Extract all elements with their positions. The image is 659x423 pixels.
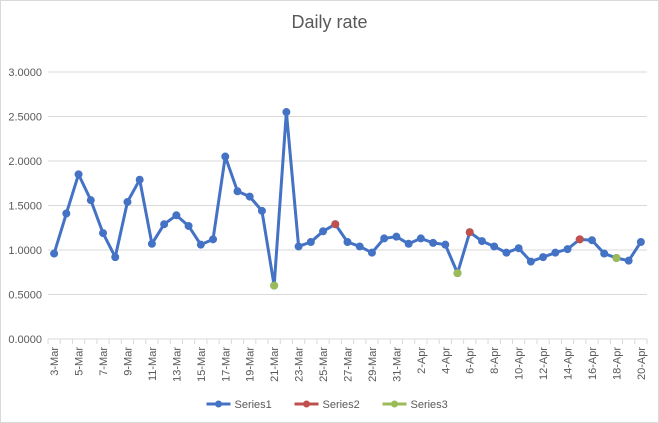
data-point-series2 (465, 228, 474, 237)
data-point-series1 (86, 196, 95, 205)
data-point-series1 (99, 229, 108, 238)
legend-marker-series2 (303, 400, 310, 408)
x-tick-label: 2-Apr (416, 347, 428, 374)
data-point-series1 (209, 235, 218, 244)
y-tick-label: 1.5000 (8, 201, 42, 213)
y-tick-label: 2.0000 (8, 156, 42, 168)
data-point-series3 (453, 269, 462, 278)
x-tick-label: 18-Apr (611, 347, 623, 380)
data-point-series1 (111, 253, 120, 262)
x-tick-label: 20-Apr (636, 347, 648, 380)
data-point-series1 (600, 249, 609, 258)
y-tick-label: 2.5000 (8, 112, 42, 124)
series-line-series1 (52, 110, 643, 288)
data-point-series1 (257, 206, 266, 215)
data-point-series1 (221, 152, 230, 161)
data-point-series1 (294, 242, 303, 251)
x-tick-label: 19-Mar (245, 347, 257, 382)
data-point-series1 (380, 234, 389, 243)
data-point-series1 (343, 237, 352, 246)
data-point-series1 (441, 240, 450, 249)
data-point-series1 (184, 221, 193, 230)
x-tick-label: 4-Apr (440, 347, 452, 374)
data-point-series1 (539, 253, 548, 262)
data-point-series1 (319, 227, 328, 236)
data-point-series1 (514, 244, 523, 253)
x-tick-label: 29-Mar (367, 347, 379, 382)
data-point-series3 (612, 254, 621, 263)
x-tick-label: 25-Mar (318, 347, 330, 382)
data-point-series1 (172, 211, 181, 220)
legend-marker-series1 (215, 400, 222, 408)
data-point-series1 (306, 237, 315, 246)
data-point-series1 (74, 170, 83, 179)
data-point-series1 (282, 108, 291, 117)
x-tick-label: 11-Mar (147, 347, 159, 381)
data-point-series1 (196, 240, 205, 249)
x-tick-label: 7-Mar (98, 347, 110, 376)
data-point-series2 (575, 235, 584, 244)
x-tick-label: 10-Apr (514, 347, 526, 380)
x-tick-label: 21-Mar (269, 347, 281, 382)
data-point-series1 (392, 232, 401, 241)
x-tick-label: 6-Apr (465, 347, 477, 374)
data-point-series1 (62, 209, 71, 218)
data-point-series1 (490, 242, 499, 251)
data-point-series1 (367, 248, 376, 257)
legend-marker-series3 (391, 400, 398, 408)
x-tick-label: 27-Mar (343, 347, 355, 382)
x-tick-label: 3-Mar (49, 347, 61, 376)
data-point-series1 (477, 237, 486, 246)
data-point-series1 (233, 187, 242, 196)
data-point-series1 (416, 234, 425, 243)
legend-label-series2: Series2 (323, 399, 360, 411)
x-tick-label: 15-Mar (196, 347, 208, 382)
data-point-series1 (624, 256, 633, 265)
x-tick-label: 5-Mar (74, 347, 86, 376)
x-tick-label: 17-Mar (220, 347, 232, 382)
data-point-series1 (502, 248, 511, 257)
data-point-series1 (355, 242, 364, 251)
data-point-series1 (147, 239, 156, 248)
x-tick-label: 14-Apr (563, 347, 575, 380)
y-tick-label: 3.0000 (8, 67, 42, 79)
data-point-series3 (270, 281, 279, 290)
data-point-series1 (551, 248, 560, 257)
data-point-series1 (50, 249, 59, 258)
x-tick-label: 23-Mar (294, 347, 306, 382)
data-point-series1 (587, 236, 596, 245)
x-tick-label: 16-Apr (587, 347, 599, 380)
data-point-series1 (245, 192, 254, 201)
data-point-series1 (563, 245, 572, 254)
x-tick-label: 12-Apr (538, 347, 550, 380)
legend-label-series1: Series1 (235, 399, 272, 411)
x-tick-label: 31-Mar (391, 347, 403, 382)
data-point-series2 (331, 220, 340, 229)
data-point-series1 (429, 238, 438, 247)
legend-label-series3: Series3 (411, 399, 448, 411)
y-tick-label: 0.0000 (8, 334, 42, 346)
data-point-series1 (636, 237, 645, 246)
data-point-series1 (135, 175, 144, 184)
data-point-series1 (404, 239, 413, 248)
x-tick-label: 13-Mar (171, 347, 183, 382)
data-point-series1 (526, 257, 535, 266)
x-tick-label: 9-Mar (122, 347, 134, 376)
data-point-series1 (160, 220, 169, 229)
x-tick-label: 8-Apr (489, 347, 501, 374)
chart-title: Daily rate (291, 12, 368, 32)
y-tick-label: 0.5000 (8, 290, 42, 302)
data-point-series1 (123, 197, 132, 206)
y-tick-label: 1.0000 (8, 245, 42, 257)
